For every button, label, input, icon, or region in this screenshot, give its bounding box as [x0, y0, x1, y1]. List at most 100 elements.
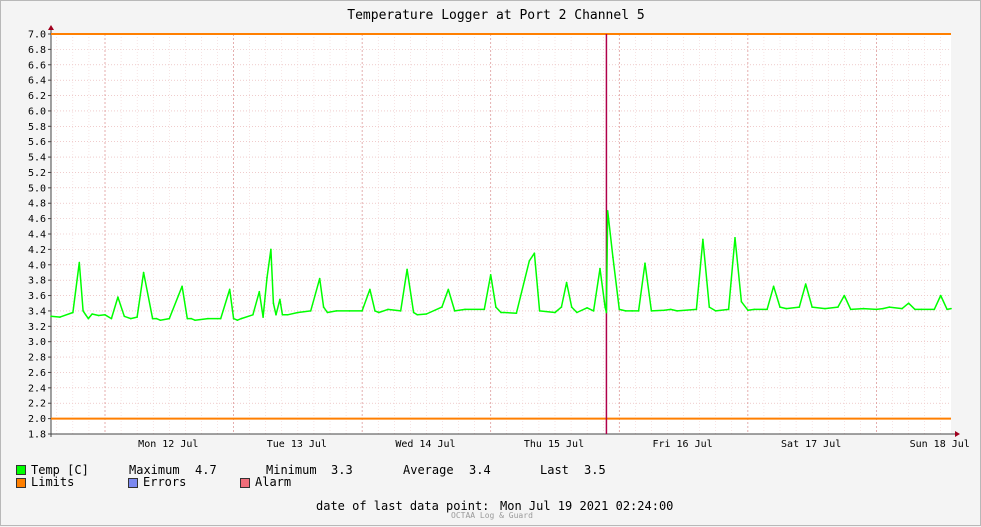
temp-data-point: [565, 281, 568, 284]
temp-data-point: [297, 311, 299, 314]
y-tick-label: 6.2: [28, 91, 46, 102]
temp-data-point: [91, 313, 93, 315]
y-tick-label: 4.6: [28, 214, 46, 225]
temp-data-point: [447, 288, 450, 291]
temp-data-point: [631, 310, 633, 312]
x-tick-label: Mon 12 Jul: [138, 439, 198, 450]
y-tick-label: 7.0: [28, 30, 46, 41]
temp-data-point: [78, 261, 81, 264]
last-data-point-label: date of last data point:: [316, 499, 490, 513]
y-tick-label: 6.8: [28, 45, 46, 56]
y-tick-label: 2.8: [28, 353, 46, 364]
temp-data-point: [624, 310, 627, 312]
minimum-label: Minimum: [266, 463, 317, 477]
x-tick-label: Wed 14 Jul: [395, 439, 455, 450]
temp-data-point: [644, 262, 646, 265]
temp-data-point: [159, 319, 162, 322]
temp-data-point: [538, 310, 541, 312]
temp-data-point: [785, 307, 788, 310]
temp-data-point: [695, 308, 698, 311]
temp-data-point: [502, 311, 505, 314]
temp-data-point: [804, 283, 807, 285]
y-tick-label: 6.4: [28, 76, 46, 87]
temp-data-point: [702, 238, 704, 241]
temp-data-point: [946, 308, 948, 311]
y-tick-label: 5.0: [28, 183, 46, 194]
temp-data-point: [228, 288, 231, 291]
temp-data-point: [592, 310, 595, 312]
temp-legend-label: Temp [C]: [31, 463, 89, 477]
temp-data-point: [425, 313, 428, 315]
alarm-legend-swatch: [240, 478, 250, 488]
temp-data-point: [533, 252, 536, 254]
temp-data-point: [914, 308, 916, 311]
temp-data-point: [232, 317, 235, 320]
temp-data-point: [837, 306, 839, 308]
temp-data-point: [939, 294, 942, 297]
y-axis-arrow: [48, 25, 54, 30]
temp-data-point: [374, 310, 376, 312]
temp-data-point: [586, 307, 588, 309]
temp-data-point: [576, 311, 578, 314]
y-tick-label: 4.0: [28, 260, 46, 271]
temp-data-point: [87, 317, 90, 320]
alarm-legend-label: Alarm: [255, 475, 292, 489]
temp-data-point: [734, 237, 736, 239]
y-tick-label: 2.0: [28, 414, 46, 425]
y-tick-label: 5.2: [28, 168, 46, 179]
average-value: 3.4: [469, 463, 491, 477]
temp-data-point: [412, 311, 415, 314]
temp-data-point: [747, 309, 749, 312]
temp-data-point: [406, 268, 408, 271]
temp-data-point: [875, 308, 878, 311]
last-label: Last: [540, 463, 569, 477]
temp-data-point: [441, 306, 443, 308]
temp-data-point: [862, 307, 865, 310]
errors-legend-label: Errors: [143, 475, 187, 489]
temp-data-point: [500, 311, 502, 314]
y-tick-label: 4.2: [28, 245, 46, 256]
temp-data-point: [219, 317, 222, 320]
temp-data-point: [252, 314, 254, 316]
temp-data-point: [464, 308, 466, 311]
temp-data-point: [361, 310, 363, 312]
temp-data-point: [416, 314, 419, 316]
temp-data-point: [286, 314, 289, 316]
temp-data-point: [483, 308, 486, 311]
temp-data-point: [369, 288, 371, 291]
y-tick-label: 1.8: [28, 430, 46, 441]
temp-data-point: [753, 308, 756, 311]
temp-data-point: [142, 271, 145, 274]
temp-data-point: [766, 308, 768, 311]
temp-data-point: [798, 306, 801, 308]
temp-data-point: [240, 317, 243, 320]
temp-data-point: [281, 314, 284, 316]
temp-data-point: [604, 306, 606, 308]
temp-data-point: [907, 302, 910, 305]
temp-data-point: [950, 307, 952, 310]
temp-data-point: [489, 274, 492, 276]
temp-data-point: [554, 311, 556, 314]
credit-text: OCTAA Log & Guard: [451, 511, 533, 520]
temp-data-point: [59, 316, 61, 318]
temp-data-point: [272, 302, 275, 305]
temp-data-point: [399, 310, 402, 312]
chart-title: Temperature Logger at Port 2 Channel 5: [347, 8, 644, 23]
maximum-label: Maximum: [129, 463, 180, 477]
temp-data-point: [309, 310, 312, 312]
temp-data-point: [236, 319, 239, 322]
y-tick-label: 5.8: [28, 122, 46, 133]
temp-data-point: [318, 277, 321, 280]
temp-data-point: [495, 306, 497, 308]
temp-data-point: [605, 311, 608, 314]
temp-data-point: [270, 248, 272, 251]
temp-data-point: [650, 310, 653, 312]
x-tick-label: Tue 13 Jul: [267, 439, 327, 450]
y-tick-label: 5.6: [28, 137, 46, 148]
temp-data-point: [528, 260, 531, 262]
temp-data-point: [453, 310, 456, 312]
temp-data-point: [97, 314, 100, 317]
y-tick-label: 6.6: [28, 60, 46, 71]
